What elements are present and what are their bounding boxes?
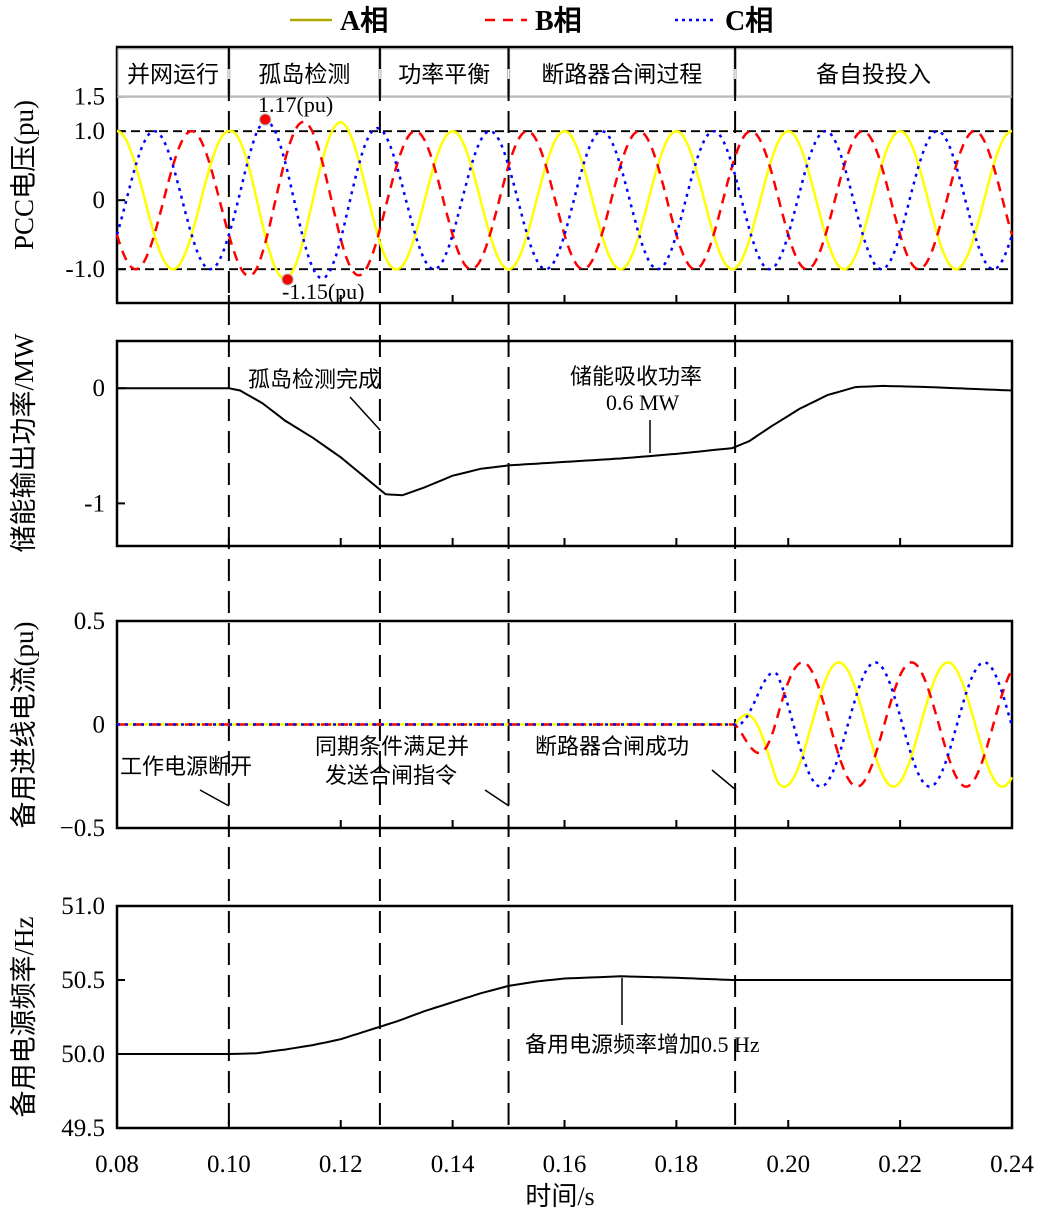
y-tick-label: 1.5 bbox=[74, 84, 105, 111]
x-axis-label: 时间/s bbox=[525, 1182, 594, 1211]
phase-label: 并网运行 bbox=[127, 62, 219, 87]
y-axis-label: 备用进线电流(pu) bbox=[9, 622, 39, 829]
legend-label: C相 bbox=[725, 5, 773, 37]
panel-frame bbox=[115, 904, 1014, 1130]
peak-marker bbox=[281, 273, 294, 286]
phase-label: 功率平衡 bbox=[398, 62, 490, 87]
voltage-phase-c-line bbox=[115, 120, 1014, 280]
legend-label: B相 bbox=[535, 5, 582, 37]
y-tick-label: 51.0 bbox=[61, 893, 105, 920]
y-tick-label: 50.5 bbox=[61, 967, 105, 994]
y-tick-label: -1 bbox=[84, 490, 105, 517]
y-tick-label: 49.5 bbox=[61, 1115, 105, 1142]
x-tick-label: 0.18 bbox=[655, 1151, 699, 1178]
voltage-phase-a-line bbox=[116, 120, 1013, 280]
x-tick-label: 0.22 bbox=[878, 1151, 922, 1178]
voltage-phase-b-line bbox=[115, 120, 1014, 278]
annotation-text: 孤岛检测完成 bbox=[248, 367, 380, 392]
peak-marker bbox=[259, 113, 272, 126]
current-phase-b-line bbox=[117, 661, 1014, 788]
annotation-text: 断路器合闸成功 bbox=[535, 734, 689, 759]
annotation-text: 储能吸收功率 bbox=[570, 364, 702, 389]
x-tick-label: 0.10 bbox=[207, 1151, 251, 1178]
y-axis-label: PCC电压(pu) bbox=[9, 100, 39, 250]
phase-label: 孤岛检测 bbox=[258, 62, 350, 87]
annotation-leader bbox=[349, 396, 381, 431]
y-tick-label: 0 bbox=[93, 712, 106, 739]
legend-label: A相 bbox=[340, 5, 388, 37]
annotation-text: 发送合闸指令 bbox=[325, 763, 457, 788]
x-tick-label: 0.14 bbox=[431, 1151, 475, 1178]
y-axis-label: 储能输出功率/MW bbox=[9, 333, 39, 553]
annotation-text: 工作电源断开 bbox=[120, 754, 252, 779]
annotation-leader bbox=[199, 789, 230, 807]
phase-label: 断路器合闸过程 bbox=[541, 62, 702, 87]
phase-cell bbox=[117, 48, 229, 97]
annotation-text: -1.15(pu) bbox=[282, 279, 364, 304]
phase-label: 备自投投入 bbox=[816, 62, 931, 87]
x-tick-label: 0.24 bbox=[990, 1151, 1034, 1178]
y-axis-label: 备用电源频率/Hz bbox=[9, 916, 39, 1117]
annotation-leader bbox=[711, 769, 737, 791]
annotation-text: 1.17(pu) bbox=[258, 92, 333, 117]
y-tick-label: −0.5 bbox=[60, 815, 105, 842]
phase-cell bbox=[508, 48, 735, 97]
storage-power-line bbox=[117, 384, 1013, 497]
y-tick-label: 50.0 bbox=[61, 1041, 105, 1068]
x-tick-label: 0.20 bbox=[766, 1151, 810, 1178]
phase-cell bbox=[735, 48, 1012, 97]
x-tick-label: 0.12 bbox=[319, 1151, 363, 1178]
annotation-text: 备用电源频率增加0.5 Hz bbox=[525, 1032, 760, 1057]
annotation-leader bbox=[484, 789, 510, 807]
y-tick-label: 0 bbox=[93, 375, 106, 402]
y-tick-label: 1.0 bbox=[74, 118, 105, 145]
phase-cell bbox=[229, 48, 380, 97]
x-tick-label: 0.16 bbox=[543, 1151, 587, 1178]
frequency-line bbox=[117, 975, 1012, 1055]
annotation-text: 同期条件满足并 bbox=[315, 734, 469, 759]
x-tick-label: 0.08 bbox=[95, 1151, 139, 1178]
y-tick-label: -1.0 bbox=[65, 256, 105, 283]
y-tick-label: 0.5 bbox=[74, 608, 105, 635]
annotation-text: 0.6 MW bbox=[606, 390, 680, 415]
y-tick-label: 0 bbox=[93, 187, 106, 214]
phase-cell bbox=[380, 48, 509, 97]
